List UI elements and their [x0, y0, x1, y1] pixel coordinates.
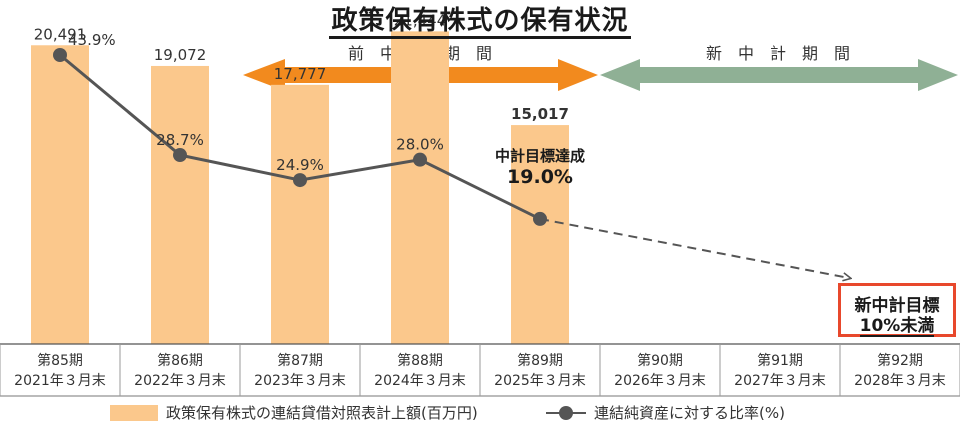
- category-label-period-8: 第92期: [877, 352, 923, 369]
- ratio-value-label-3: 24.9%: [276, 156, 324, 174]
- bar-2: [151, 65, 209, 344]
- ratio-point-4: [413, 152, 427, 167]
- bar-value-label-2: 19,072: [154, 46, 207, 64]
- bar-1: [31, 45, 89, 344]
- category-label-period-7: 第91期: [757, 352, 803, 369]
- chart-title-text: 政策保有株式の保有状況: [329, 6, 631, 39]
- ratio-point-3: [293, 173, 307, 188]
- new-target-box: 新中計目標 10%未満: [838, 283, 956, 337]
- ratio-point-2: [173, 148, 187, 163]
- bar-value-label-4: 21,444: [394, 11, 447, 29]
- chart-title: 政策保有株式の保有状況: [0, 0, 960, 39]
- ratio-point-1: [53, 47, 67, 62]
- category-label-date-2: 2022年３月末: [134, 373, 226, 389]
- bar-value-label-3: 17,777: [274, 65, 327, 83]
- category-label-period-2: 第86期: [157, 352, 203, 369]
- bar-5: [511, 125, 569, 344]
- new-period-label: 新 中 計 期 間: [706, 44, 850, 63]
- category-label-period-5: 第89期: [517, 352, 563, 369]
- bar-3: [271, 84, 329, 345]
- legend-line-label: 連結純資産に対する比率(%): [594, 404, 785, 422]
- category-label-date-7: 2027年３月末: [734, 373, 826, 389]
- category-label-period-4: 第88期: [397, 352, 443, 369]
- category-label-date-6: 2026年３月末: [614, 373, 706, 389]
- new-target-value: 10%未満: [859, 316, 935, 337]
- legend: 政策保有株式の連結貸借対照表計上額(百万円) 連結純資産に対する比率(%): [0, 400, 960, 424]
- bar-value-label-1: 20,491: [34, 25, 87, 43]
- category-label-date-3: 2023年３月末: [254, 373, 346, 389]
- legend-line-marker: [559, 406, 573, 420]
- ratio-value-label-1: 43.9%: [68, 31, 116, 49]
- category-label-period-3: 第87期: [277, 352, 323, 369]
- new-target-label: 新中計目標: [854, 296, 940, 316]
- legend-bar-swatch: [110, 405, 158, 421]
- target-achieved-value: 19.0%: [507, 166, 573, 188]
- target-achieved-label: 中計目標達成: [495, 147, 585, 165]
- category-label-period-6: 第90期: [637, 352, 683, 369]
- ratio-value-label-2: 28.7%: [156, 131, 204, 149]
- category-label-date-8: 2028年３月末: [854, 373, 946, 389]
- ratio-value-label-4: 28.0%: [396, 136, 444, 154]
- bar-value-label-5: 15,017: [511, 105, 569, 123]
- category-label-date-1: 2021年３月末: [14, 373, 106, 389]
- bar-4: [391, 31, 449, 345]
- new-period-arrow: [600, 59, 958, 91]
- category-label-date-4: 2024年３月末: [374, 373, 466, 389]
- category-label-date-5: 2025年３月末: [494, 373, 586, 389]
- ratio-point-5: [533, 211, 547, 226]
- category-label-period-1: 第85期: [37, 352, 83, 369]
- legend-bar-label: 政策保有株式の連結貸借対照表計上額(百万円): [166, 404, 478, 422]
- ratio-forecast-line: [539, 217, 850, 278]
